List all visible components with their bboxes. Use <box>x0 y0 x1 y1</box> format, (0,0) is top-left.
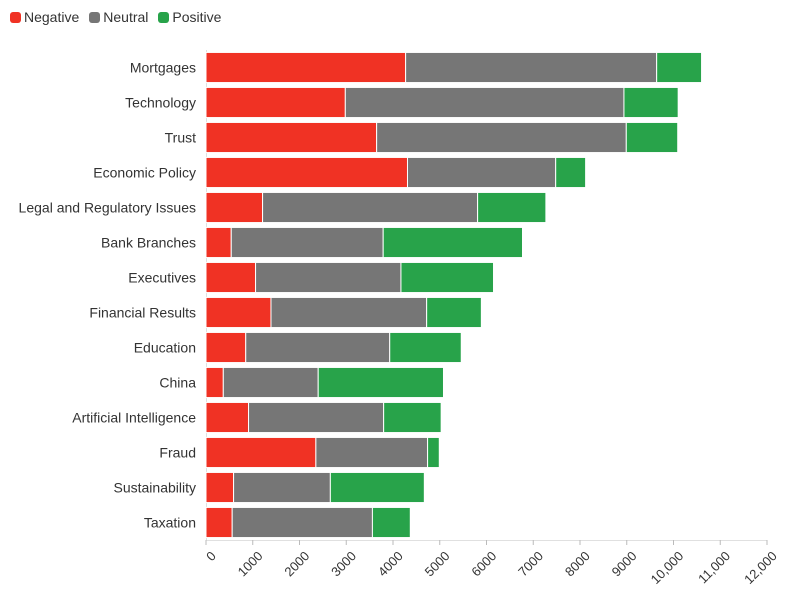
bar-positive-3[interactable] <box>555 156 587 189</box>
x-tick-label: 9000 <box>609 548 640 579</box>
bar-negative-1[interactable] <box>205 86 346 119</box>
bar-negative-12[interactable] <box>205 471 235 504</box>
bar-positive-11[interactable] <box>427 436 440 469</box>
category-label: Sustainability <box>114 480 197 496</box>
category-label: Mortgages <box>130 60 196 76</box>
legend-item-neutral[interactable]: Neutral <box>89 9 148 25</box>
bar-negative-2[interactable] <box>205 121 378 154</box>
bar-negative-8[interactable] <box>205 331 247 364</box>
bar-positive-8[interactable] <box>389 331 462 364</box>
bar-positive-13[interactable] <box>371 506 411 539</box>
bar-positive-9[interactable] <box>317 366 444 399</box>
legend-item-negative[interactable]: Negative <box>10 9 79 25</box>
legend-label: Neutral <box>103 9 149 25</box>
x-tick-label: 6000 <box>468 548 499 579</box>
category-label: Taxation <box>144 515 196 531</box>
bar-negative-13[interactable] <box>205 506 233 539</box>
bar-neutral-13[interactable] <box>231 506 373 539</box>
x-tick-label: 3000 <box>328 548 359 579</box>
bar-neutral-9[interactable] <box>222 366 319 399</box>
x-tick-label: 0 <box>203 548 219 564</box>
bar-positive-2[interactable] <box>625 121 679 154</box>
category-label: China <box>159 375 196 391</box>
x-tick-label: 8000 <box>562 548 593 579</box>
legend-swatch <box>10 11 21 23</box>
bar-negative-10[interactable] <box>205 401 250 434</box>
bar-negative-9[interactable] <box>205 366 224 399</box>
category-label: Artificial Intelligence <box>72 410 196 426</box>
legend-swatch <box>158 11 170 23</box>
bar-neutral-2[interactable] <box>376 121 627 154</box>
x-tick-label: 4000 <box>375 548 406 579</box>
category-label: Financial Results <box>89 305 196 321</box>
category-label: Bank Branches <box>101 235 196 251</box>
bar-negative-11[interactable] <box>205 436 317 469</box>
bar-neutral-10[interactable] <box>248 401 385 434</box>
x-tick-label: 10,000 <box>648 548 687 587</box>
bar-neutral-4[interactable] <box>262 191 479 224</box>
legend-label: Negative <box>24 9 80 25</box>
x-tick-label: 11,000 <box>695 548 733 586</box>
bar-negative-4[interactable] <box>205 191 264 224</box>
bar-positive-0[interactable] <box>656 51 703 84</box>
bar-neutral-12[interactable] <box>233 471 331 504</box>
bar-positive-12[interactable] <box>329 471 425 504</box>
bar-negative-7[interactable] <box>205 296 272 329</box>
bar-positive-1[interactable] <box>623 86 679 119</box>
bar-neutral-7[interactable] <box>270 296 428 329</box>
bar-negative-0[interactable] <box>205 51 407 84</box>
bar-neutral-8[interactable] <box>245 331 391 364</box>
category-label: Education <box>134 340 196 356</box>
category-label: Legal and Regulatory Issues <box>19 200 196 216</box>
category-label: Trust <box>165 130 196 146</box>
x-tick-label: 7000 <box>515 548 546 579</box>
bar-positive-5[interactable] <box>382 226 523 259</box>
bar-negative-3[interactable] <box>205 156 408 189</box>
bar-neutral-3[interactable] <box>406 156 557 189</box>
bar-neutral-1[interactable] <box>344 86 625 119</box>
bar-positive-6[interactable] <box>400 261 495 294</box>
legend: Negative Neutral Positive <box>10 9 221 25</box>
bar-positive-4[interactable] <box>477 191 547 224</box>
legend-swatch <box>89 11 101 23</box>
bar-neutral-5[interactable] <box>230 226 384 259</box>
bar-positive-7[interactable] <box>426 296 482 329</box>
bar-negative-5[interactable] <box>205 226 232 259</box>
bar-negative-6[interactable] <box>205 261 257 294</box>
category-label: Technology <box>125 95 196 111</box>
legend-item-positive[interactable]: Positive <box>158 9 221 25</box>
bar-neutral-11[interactable] <box>315 436 429 469</box>
category-label: Economic Policy <box>93 165 196 181</box>
x-tick-label: 2000 <box>281 548 312 579</box>
bar-neutral-6[interactable] <box>255 261 402 294</box>
bar-positive-10[interactable] <box>383 401 442 434</box>
x-tick-label: 5000 <box>422 548 453 579</box>
x-tick-label: 1000 <box>235 548 266 579</box>
category-label: Executives <box>128 270 196 286</box>
x-tick-label: 12,000 <box>741 548 780 587</box>
legend-label: Positive <box>172 9 222 25</box>
bar-neutral-0[interactable] <box>405 51 658 84</box>
category-label: Fraud <box>159 445 196 461</box>
